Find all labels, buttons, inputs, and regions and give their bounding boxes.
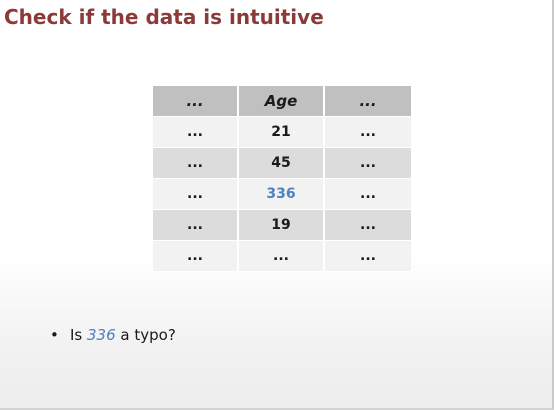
column-header-age: Age [239, 86, 325, 117]
bullet-text-before: Is [70, 326, 88, 344]
age-cell: 45 [239, 148, 325, 179]
data-table: ... Age ... ... 21 ... ... 45 ... ... 33… [153, 86, 411, 272]
table-cell: ... [153, 210, 239, 241]
table-row: ... 21 ... [153, 117, 411, 148]
table-cell: ... [325, 148, 411, 179]
table-cell: ... [153, 148, 239, 179]
bullet-list: • Is 336 a typo? [50, 326, 176, 344]
age-cell: ... [239, 241, 325, 272]
bullet-icon: • [50, 326, 59, 344]
table-row: ... 19 ... [153, 210, 411, 241]
table-cell: ... [325, 117, 411, 148]
column-header: ... [325, 86, 411, 117]
table-row: ... 336 ... [153, 179, 411, 210]
table-cell: ... [153, 117, 239, 148]
table-cell: ... [325, 210, 411, 241]
bullet-item: • Is 336 a typo? [50, 326, 176, 344]
table-row: ... ... ... [153, 241, 411, 272]
bullet-text-after: a typo? [115, 326, 176, 344]
table-cell: ... [153, 241, 239, 272]
table-row: ... 45 ... [153, 148, 411, 179]
table-cell: ... [325, 179, 411, 210]
table-cell: ... [325, 241, 411, 272]
column-header: ... [153, 86, 239, 117]
table-header-row: ... Age ... [153, 86, 411, 117]
age-cell-highlighted: 336 [239, 179, 325, 210]
table-cell: ... [153, 179, 239, 210]
age-cell: 21 [239, 117, 325, 148]
age-cell: 19 [239, 210, 325, 241]
slide-title: Check if the data is intuitive [4, 5, 324, 29]
bullet-emphasis: 336 [87, 326, 116, 344]
